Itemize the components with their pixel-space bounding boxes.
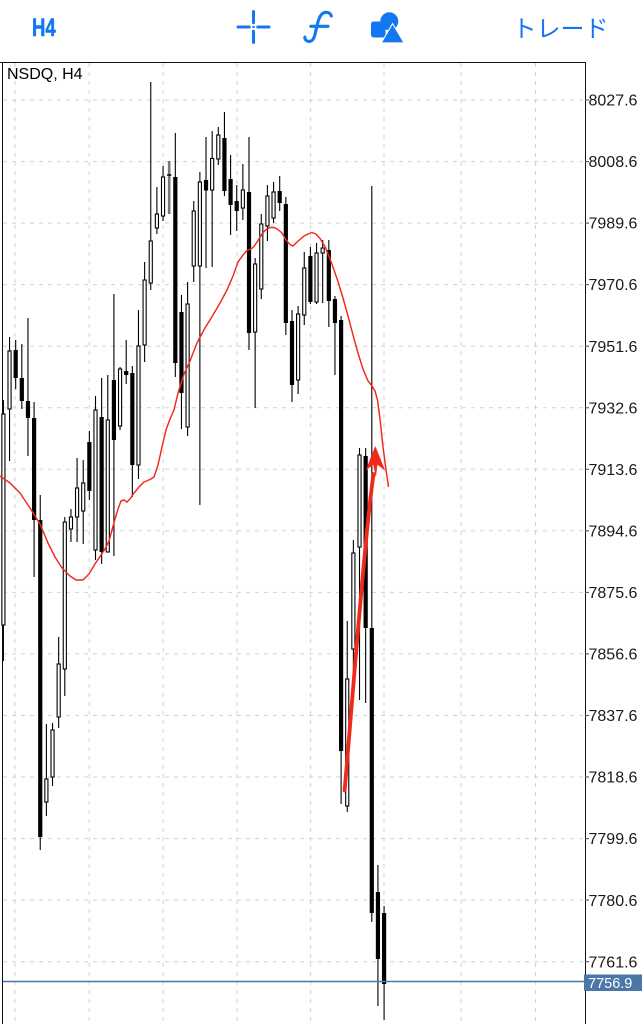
svg-text:7894.6: 7894.6 [589, 523, 638, 540]
svg-text:7756.9: 7756.9 [588, 976, 632, 992]
svg-text:7970.6: 7970.6 [589, 277, 638, 294]
svg-text:7818.6: 7818.6 [589, 770, 638, 787]
svg-text:8027.6: 8027.6 [589, 93, 638, 110]
svg-text:NSDQ, H4: NSDQ, H4 [7, 66, 83, 83]
svg-text:8008.6: 8008.6 [589, 154, 638, 171]
svg-text:7932.6: 7932.6 [589, 400, 638, 417]
svg-text:7875.6: 7875.6 [589, 585, 638, 602]
svg-text:7989.6: 7989.6 [589, 216, 638, 233]
svg-text:7780.6: 7780.6 [589, 893, 638, 910]
svg-text:7856.6: 7856.6 [589, 647, 638, 664]
svg-text:7837.6: 7837.6 [589, 708, 638, 725]
svg-text:7951.6: 7951.6 [589, 339, 638, 356]
svg-text:7761.6: 7761.6 [589, 954, 638, 971]
svg-text:7913.6: 7913.6 [589, 462, 638, 479]
svg-text:7799.6: 7799.6 [589, 831, 638, 848]
